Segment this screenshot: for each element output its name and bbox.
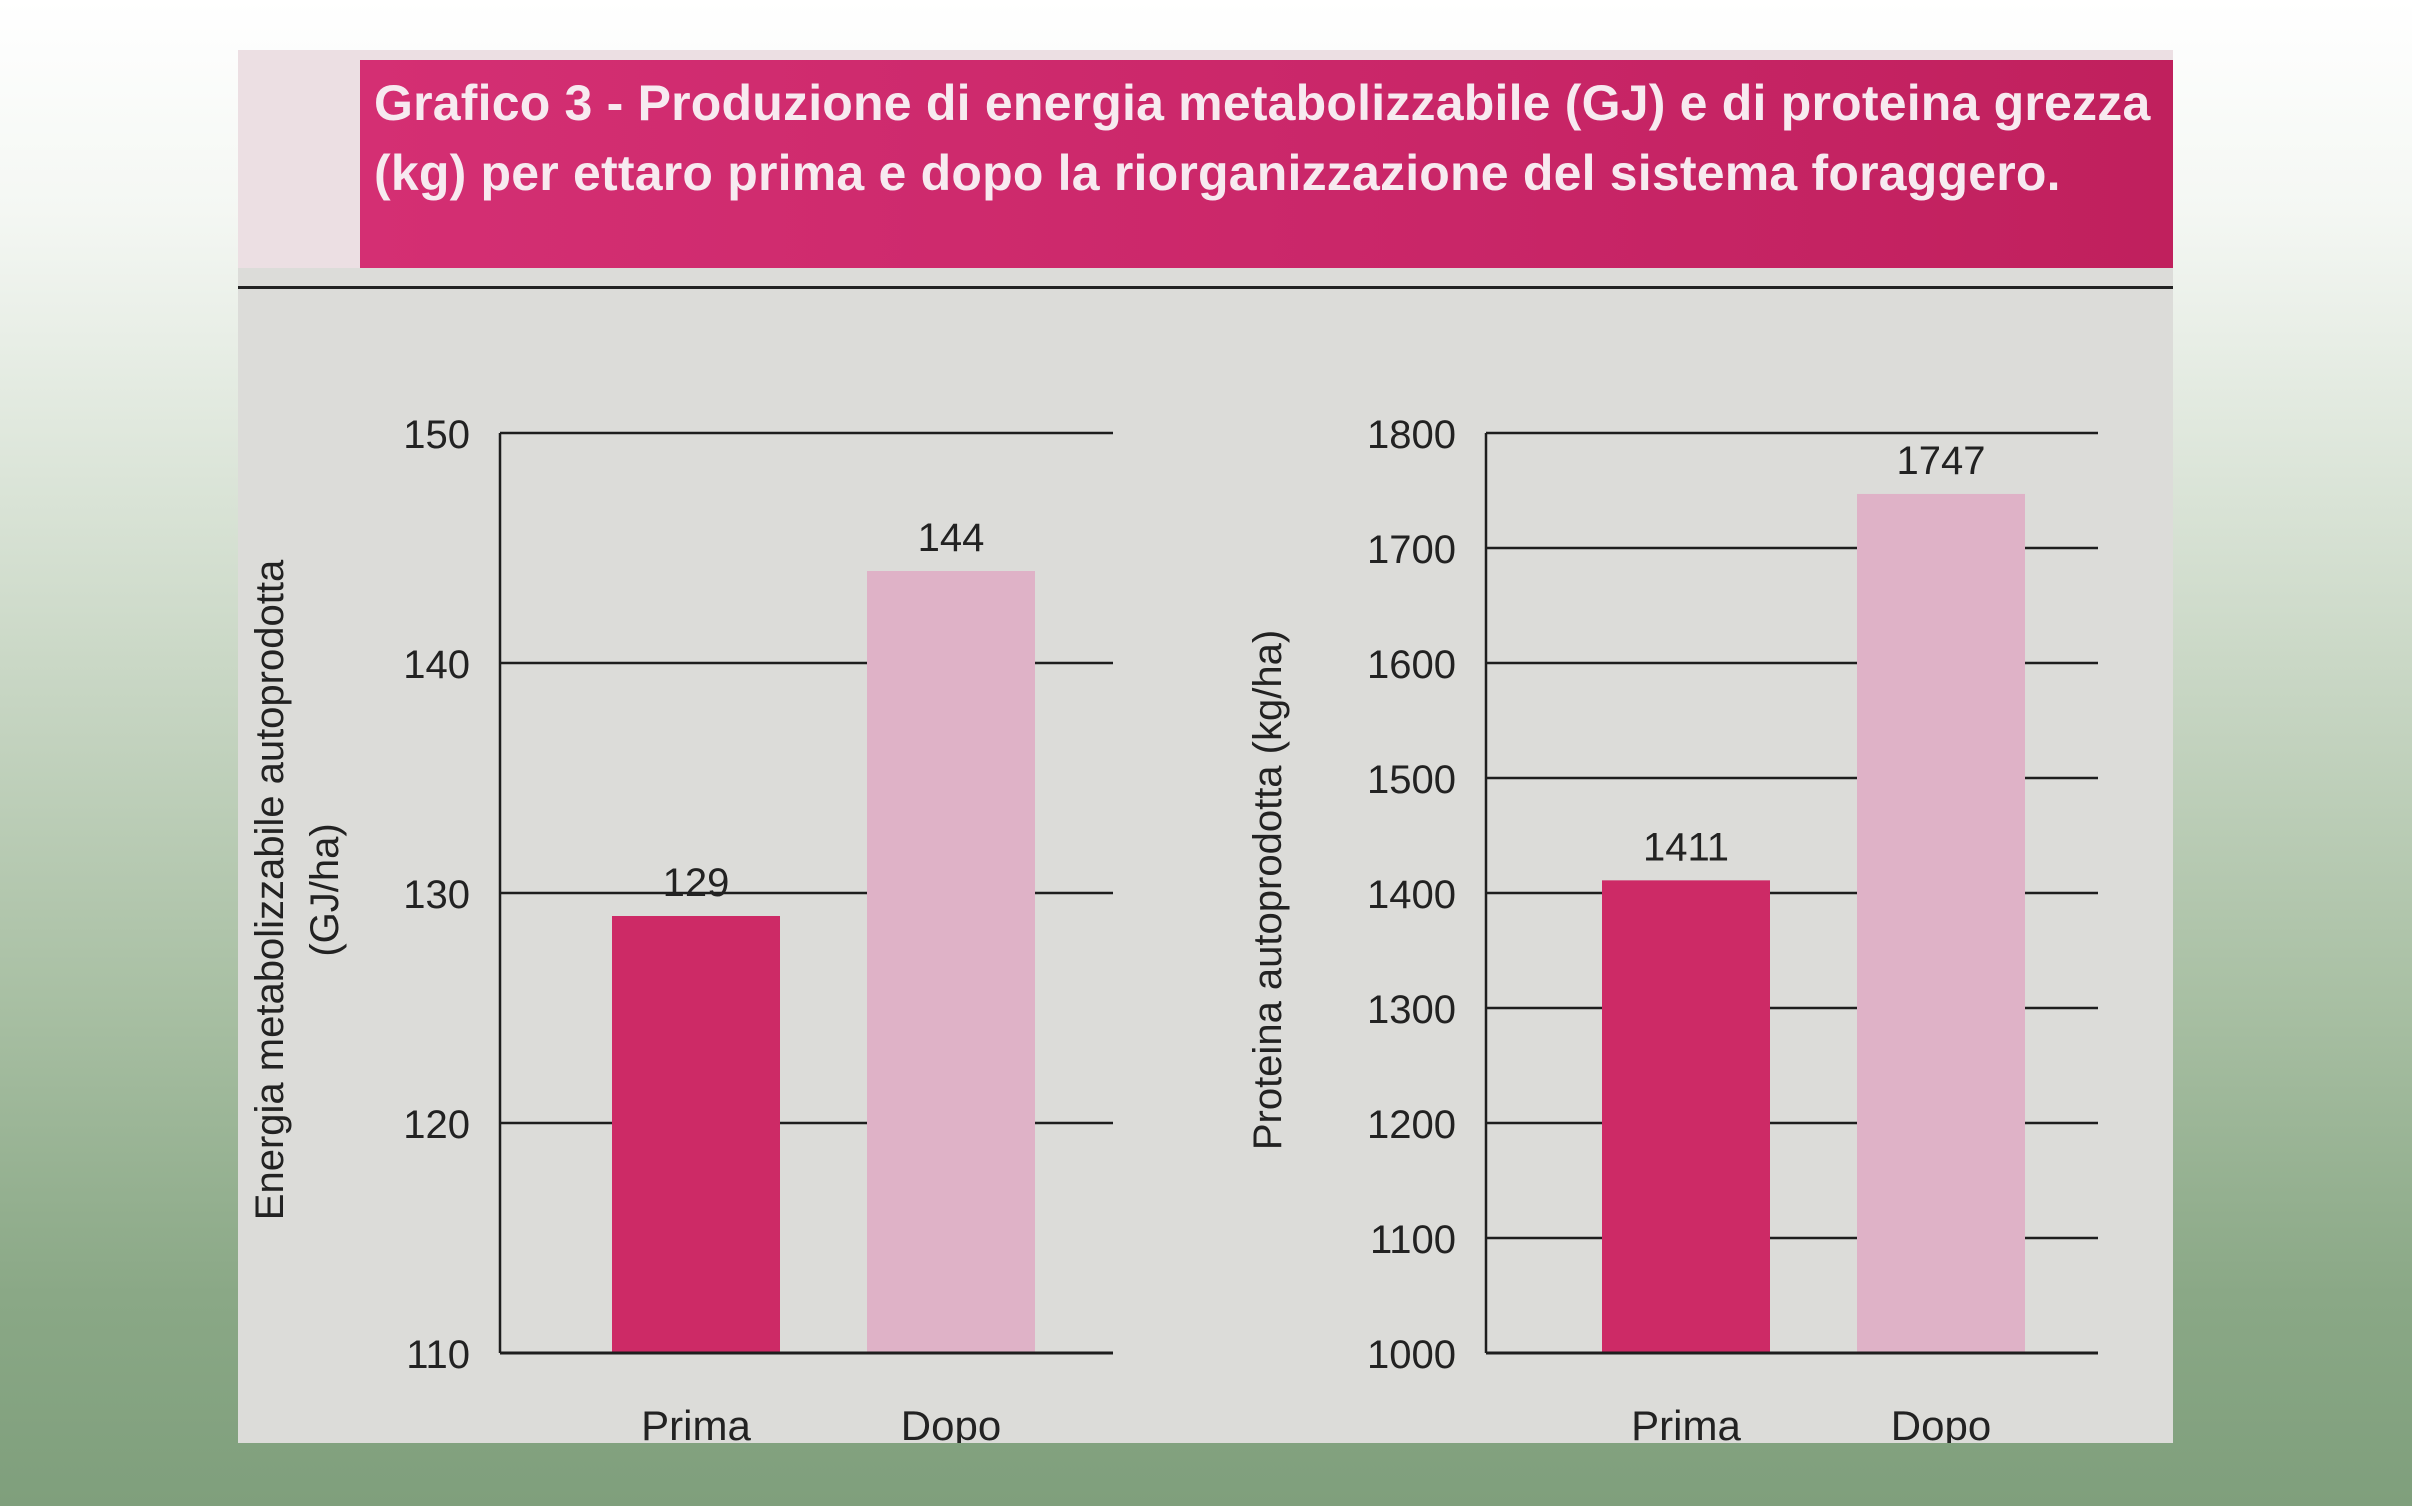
protein-bar-chart: Proteina autoprodotta (kg/ha) 1000 1100 120… (1246, 413, 2098, 1443)
protein-y-tick-label: 1700 (1367, 528, 1456, 572)
energy-y-tick-label: 150 (403, 413, 470, 457)
energy-data-label-dopo: 144 (918, 516, 985, 560)
title-divider (238, 286, 2173, 289)
energy-y-tick-label: 140 (403, 643, 470, 687)
title-band: Grafico 3 - Produzione di energia metabo… (238, 50, 2173, 268)
energy-y-axis-unit: (GJ/ha) (303, 823, 347, 956)
protein-x-tick-label-prima: Prima (1631, 1402, 1741, 1443)
energy-y-tick-label: 120 (403, 1103, 470, 1147)
protein-y-tick-label: 1200 (1367, 1103, 1456, 1147)
energy-y-tick-label: 130 (403, 873, 470, 917)
chart-title: Grafico 3 - Produzione di energia metabo… (374, 75, 2151, 201)
protein-data-label-prima: 1411 (1643, 825, 1729, 869)
protein-y-tick-label: 1500 (1367, 758, 1456, 802)
protein-y-tick-label: 1300 (1367, 988, 1456, 1032)
energy-x-tick-label-prima: Prima (641, 1402, 751, 1443)
protein-y-tick-label: 1800 (1367, 413, 1456, 457)
protein-y-tick-label: 1000 (1367, 1333, 1456, 1377)
energy-x-tick-label-dopo: Dopo (901, 1402, 1001, 1443)
protein-y-tick-label: 1100 (1370, 1218, 1456, 1262)
energy-bar-chart: Energia metabolizzabile autoprodotta (GJ/… (248, 413, 1113, 1443)
protein-y-tick-label: 1600 (1367, 643, 1456, 687)
protein-y-tick-label: 1400 (1367, 873, 1456, 917)
energy-data-label-prima: 129 (663, 861, 730, 905)
protein-x-tick-label-dopo: Dopo (1891, 1402, 1991, 1443)
energy-y-axis-label: Energia metabolizzabile autoprodotta (248, 559, 292, 1220)
energy-y-tick-label: 110 (406, 1333, 470, 1377)
chart-card: Grafico 3 - Produzione di energia metabo… (238, 50, 2173, 1443)
energy-bar-prima (612, 916, 780, 1353)
protein-bar-prima (1602, 880, 1770, 1353)
title-box: Grafico 3 - Produzione di energia metabo… (360, 60, 2173, 268)
protein-data-label-dopo: 1747 (1897, 439, 1986, 483)
protein-bar-dopo (1857, 493, 2025, 1353)
protein-y-axis-label: Proteina autoprodotta (kg/ha) (1246, 630, 1290, 1150)
energy-bar-dopo (867, 571, 1035, 1353)
